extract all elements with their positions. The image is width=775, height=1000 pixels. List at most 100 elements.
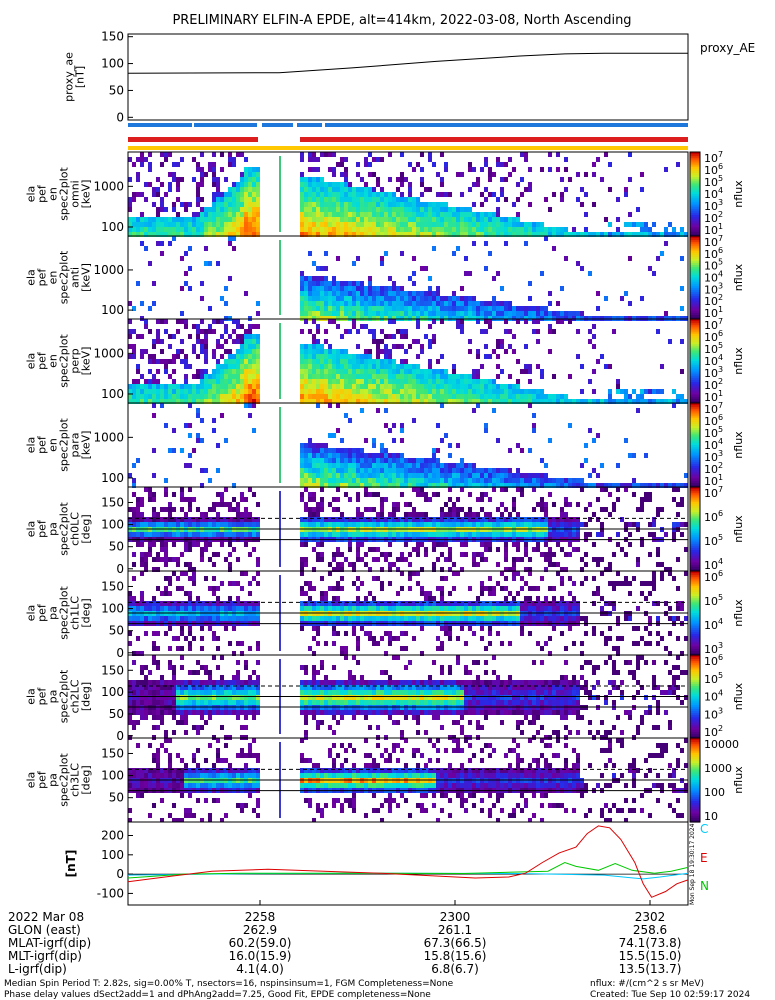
spectrogram-cell: [344, 473, 348, 478]
spectrogram-cell: [448, 217, 452, 222]
colorbar-cell: [690, 304, 700, 308]
spectrogram-cell: [324, 301, 328, 306]
spectrogram-cell: [244, 394, 248, 399]
spectrogram-cell: [324, 369, 328, 374]
spectrogram-cell: [640, 222, 644, 227]
spectrogram-cell: [252, 399, 256, 404]
spectrogram-cell: [356, 616, 360, 621]
spectrogram-cell: [460, 487, 464, 492]
spectrogram-cell: [204, 379, 208, 384]
spectrogram-cell: [184, 384, 188, 389]
spectrogram-cell: [240, 651, 244, 656]
spectrogram-cell: [452, 522, 456, 527]
spectrogram-panel: 1000100elapefenspec2plotanti[keV]1071061…: [25, 234, 745, 321]
colorbar-tick-base: 10: [704, 283, 718, 296]
spectrogram-cell: [424, 202, 428, 207]
spectrogram-cell: [300, 616, 304, 621]
spectrogram-cell: [604, 487, 608, 492]
spectrogram-cell: [308, 354, 312, 359]
spectrogram-cell: [624, 483, 628, 488]
spectrogram-cell: [184, 271, 188, 276]
spectrogram-cell: [452, 389, 456, 394]
spectrogram-cell: [380, 339, 384, 344]
spectrogram-cell: [436, 517, 440, 522]
colorbar-cell: [690, 200, 700, 203]
spectrogram-cell: [128, 222, 132, 227]
spectrogram-cell: [388, 389, 392, 394]
spectrogram-cell: [516, 487, 520, 492]
colorbar-cell: [690, 306, 700, 310]
spectrogram-cell: [212, 227, 216, 232]
spectrogram-cell: [316, 542, 320, 547]
spectrogram-cell: [136, 636, 140, 641]
spectrogram-cell: [388, 296, 392, 301]
spectrogram-cell: [172, 369, 176, 374]
spectrogram-cell: [560, 232, 564, 237]
spectrogram-cell: [520, 532, 524, 537]
spectrogram-cell: [636, 399, 640, 404]
spectrogram-cell: [384, 212, 388, 217]
spectrogram-cell: [508, 329, 512, 334]
spectrogram-cell: [240, 222, 244, 227]
spectrogram-cell: [348, 296, 352, 301]
spectrogram-cell: [160, 403, 164, 408]
spectrogram-cell: [504, 349, 508, 354]
spectrogram-cell: [472, 212, 476, 217]
spectrogram-cell: [432, 453, 436, 458]
spectrogram-cell: [252, 227, 256, 232]
spectrogram-cell: [308, 512, 312, 517]
spectrogram-cell: [420, 349, 424, 354]
spike-mark: [279, 240, 281, 315]
spectrogram-cell: [152, 596, 156, 601]
spectrogram-cell: [304, 581, 308, 586]
spectrogram-cell: [208, 324, 212, 329]
spectrogram-cell: [616, 232, 620, 237]
spectrogram-cell: [348, 497, 352, 502]
spectrogram-cell: [584, 562, 588, 567]
spectrogram-cell: [172, 236, 176, 241]
spectrogram-cell: [436, 291, 440, 296]
spectrogram-cell: [340, 646, 344, 651]
spectrogram-cell: [340, 172, 344, 177]
spectrogram-cell: [420, 487, 424, 492]
spectrogram-cell: [184, 217, 188, 222]
spectrogram-cell: [584, 212, 588, 217]
spectrogram-cell: [432, 379, 436, 384]
spectrogram-y-label-line: spec2plot: [58, 334, 71, 388]
spectrogram-cell: [540, 458, 544, 463]
spectrogram-cell: [492, 232, 496, 237]
spectrogram-cell: [412, 389, 416, 394]
plot-title: PRELIMINARY ELFIN-A EPDE, alt=414km, 202…: [172, 13, 631, 28]
spectrogram-cell: [496, 212, 500, 217]
spectrogram-cell: [452, 251, 456, 256]
spectrogram-cell: [304, 487, 308, 492]
spectrogram-cell: [396, 202, 400, 207]
spectrogram-cell: [456, 389, 460, 394]
spectrogram-cell: [340, 399, 344, 404]
spectrogram-cell: [416, 458, 420, 463]
spectrogram-cell: [200, 601, 204, 606]
spectrogram-cell: [536, 473, 540, 478]
spectrogram-cell: [548, 517, 552, 522]
spectrogram-cell: [604, 399, 608, 404]
spectrogram-cell: [348, 369, 352, 374]
spectrogram-cell: [668, 483, 672, 488]
spectrogram-cell: [420, 468, 424, 473]
spectrogram-cell: [412, 458, 416, 463]
colorbar-cell: [690, 292, 700, 295]
spectrogram-cell: [340, 212, 344, 217]
spectrogram-cell: [348, 197, 352, 202]
spectrogram-cell: [508, 448, 512, 453]
spectrogram-cell: [516, 227, 520, 232]
spectrogram-cell: [344, 389, 348, 394]
spectrogram-cell: [400, 207, 404, 212]
spectrogram-cell: [520, 222, 524, 227]
spectrogram-cell: [176, 616, 180, 621]
spectrogram-cell: [188, 502, 192, 507]
spectrogram-cell: [440, 468, 444, 473]
spectrogram-cell: [164, 192, 168, 197]
spectrogram-cell: [584, 399, 588, 404]
spectrogram-cell: [392, 207, 396, 212]
spectrogram-cell: [132, 354, 136, 359]
spectrogram-cell: [548, 232, 552, 237]
